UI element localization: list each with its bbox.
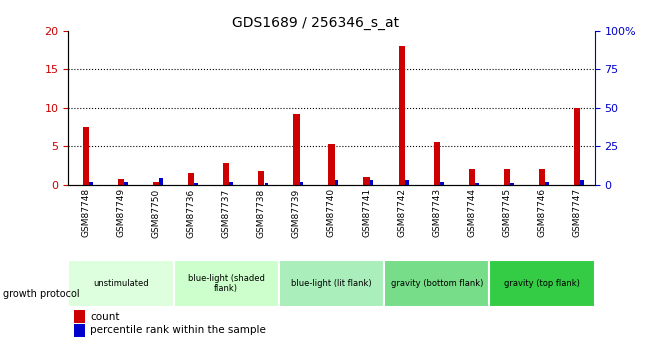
Bar (188, 173, 194, 185)
Bar (489, 260, 595, 307)
Text: GSM87739: GSM87739 (292, 188, 301, 238)
Text: GSM87740: GSM87740 (327, 188, 336, 237)
Bar (300, 181, 303, 185)
Bar (265, 183, 268, 185)
Text: blue-light (lit flank): blue-light (lit flank) (291, 279, 372, 288)
Bar (124, 181, 127, 185)
Bar (434, 141, 440, 185)
Bar (510, 183, 514, 185)
Text: blue-light (shaded
flank): blue-light (shaded flank) (188, 274, 265, 293)
Bar (118, 179, 124, 185)
Bar (89, 181, 92, 185)
Bar (475, 183, 478, 185)
Bar (328, 144, 335, 185)
Text: gravity (bottom flank): gravity (bottom flank) (391, 279, 483, 288)
Text: percentile rank within the sample: percentile rank within the sample (90, 325, 266, 335)
Bar (398, 47, 405, 185)
Text: GSM87747: GSM87747 (573, 188, 582, 237)
Text: growth protocol: growth protocol (3, 289, 80, 299)
Text: GSM87736: GSM87736 (187, 188, 196, 238)
Bar (279, 260, 384, 307)
Text: GSM87749: GSM87749 (116, 188, 125, 237)
Bar (384, 260, 489, 307)
Title: GDS1689 / 256346_s_at: GDS1689 / 256346_s_at (232, 16, 399, 30)
Bar (223, 163, 229, 185)
Text: GSM87737: GSM87737 (222, 188, 231, 238)
Bar (194, 183, 198, 185)
Bar (440, 181, 443, 185)
Bar (370, 180, 373, 185)
Text: GSM87748: GSM87748 (81, 188, 90, 237)
Bar (68, 260, 174, 307)
Text: GSM87742: GSM87742 (397, 188, 406, 237)
Text: unstimulated: unstimulated (93, 279, 149, 288)
Bar (469, 169, 475, 185)
Text: gravity (top flank): gravity (top flank) (504, 279, 580, 288)
Bar (580, 180, 584, 185)
Bar (539, 169, 545, 185)
Bar (504, 169, 510, 185)
Text: GSM87743: GSM87743 (432, 188, 441, 237)
Bar (153, 182, 159, 185)
Bar (83, 127, 89, 185)
Bar (363, 177, 370, 185)
Bar (405, 180, 408, 185)
Bar (73, 310, 85, 323)
Text: GSM87744: GSM87744 (467, 188, 476, 237)
Bar (174, 260, 279, 307)
Bar (229, 181, 233, 185)
Bar (293, 114, 300, 185)
Text: GSM87746: GSM87746 (538, 188, 547, 237)
Bar (73, 324, 85, 337)
Bar (159, 178, 162, 185)
Text: GSM87738: GSM87738 (257, 188, 266, 238)
Bar (335, 180, 338, 185)
Bar (574, 108, 580, 185)
Text: GSM87741: GSM87741 (362, 188, 371, 237)
Bar (258, 171, 265, 185)
Text: GSM87745: GSM87745 (502, 188, 512, 237)
Text: GSM87750: GSM87750 (151, 188, 161, 238)
Text: count: count (90, 312, 120, 322)
Bar (545, 181, 549, 185)
